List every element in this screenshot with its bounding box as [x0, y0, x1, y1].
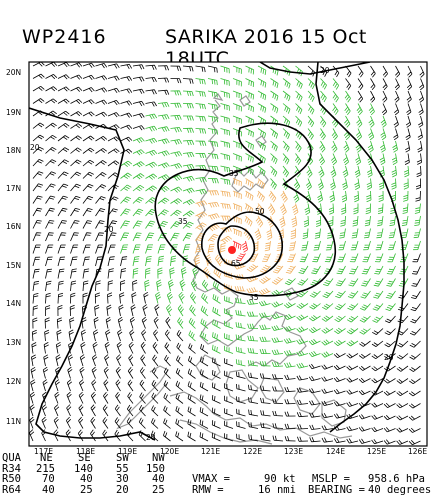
lon-label: 118E — [76, 447, 95, 455]
contour-label-20-west: 20 — [30, 143, 40, 152]
contour-label-20-north: 20 — [320, 66, 330, 75]
r64-se: 25 — [80, 483, 93, 496]
rmw-value: 16 nmi — [258, 483, 296, 496]
contour-label-50: 50 — [255, 207, 265, 216]
contour-label-20-mid: 20 — [104, 225, 114, 234]
wind-map: 20 20 20 35 35 35 50 65 20 20 20N 19N 18… — [6, 61, 428, 455]
table-row-r50: R50 70 40 30 40 VMAX = 90 kt MSLP = 958.6 hPa — [2, 473, 425, 485]
wind-barbs-64kt — [232, 240, 248, 262]
lat-label: 14N — [6, 299, 21, 308]
quadrant-ne: NE — [40, 452, 53, 464]
r64-nw: 25 — [152, 483, 165, 496]
contour-50 — [201, 211, 283, 279]
r34-se: 140 — [74, 462, 93, 475]
latitude-labels: 20N 19N 18N 17N 16N 15N 14N 13N 12N 11N — [6, 68, 21, 426]
r64-ne: 40 — [42, 483, 55, 496]
mslp-label: MSLP = — [312, 473, 350, 485]
vmax-label: VMAX = — [192, 473, 230, 485]
table-header-row: QUA NE SE SW NW — [2, 452, 165, 464]
contour-label-65: 65 — [231, 259, 241, 268]
r50-nw: 40 — [152, 473, 165, 485]
storm-id-title: WP2416 — [22, 26, 107, 48]
table-row-r34: R34 215 140 55 150 — [2, 462, 165, 475]
lon-label: 119E — [118, 447, 137, 455]
table-row-r64: R64 40 25 20 25 RMW = 16 nmi BEARING = 40 degree… — [2, 483, 431, 496]
bearing-value: 40 degrees — [368, 483, 432, 496]
row-label: R34 — [2, 462, 21, 475]
contour-label-35-north: 35 — [229, 169, 239, 178]
lon-label: 125E — [367, 447, 386, 455]
lon-label: 123E — [284, 447, 303, 455]
contour-label-35-west: 35 — [178, 217, 188, 226]
wind-barbs-50kt — [194, 178, 299, 295]
contour-20-north — [259, 62, 371, 75]
r64-sw: 20 — [116, 483, 129, 496]
r34-sw: 55 — [116, 462, 129, 475]
mslp-value: 958.6 hPa — [368, 473, 425, 485]
wind-barb-field — [29, 62, 425, 446]
lon-label: 122E — [243, 447, 262, 455]
contour-label-20-south: 20 — [146, 433, 156, 442]
wind-barbs-34kt — [120, 65, 421, 369]
quadrant-sw: SW — [116, 452, 129, 464]
lon-label: 124E — [326, 447, 345, 455]
row-label: R50 — [2, 473, 21, 485]
lat-label: 11N — [6, 417, 21, 426]
contour-label-35-south: 35 — [249, 293, 259, 302]
row-label: R64 — [2, 483, 21, 496]
contour-20-west — [29, 107, 156, 441]
lat-label: 19N — [6, 108, 21, 117]
lat-label: 17N — [6, 184, 21, 193]
quadrant-se: SE — [78, 452, 91, 464]
vmax-value: 90 kt — [264, 473, 296, 485]
contour-65 — [217, 225, 256, 267]
lat-label: 18N — [6, 146, 21, 155]
r34-nw: 150 — [146, 462, 165, 475]
quadrant-nw: NW — [152, 452, 165, 464]
map-frame — [28, 61, 428, 447]
contour-label-20-east: 20 — [384, 353, 394, 362]
table-header-label: QUA — [2, 452, 21, 464]
lat-label: 16N — [6, 222, 21, 231]
bearing-label: BEARING = — [308, 483, 365, 496]
r50-sw: 30 — [116, 473, 129, 485]
r34-ne: 215 — [36, 462, 55, 475]
storm-center-marker — [228, 246, 236, 254]
lat-label: 15N — [6, 261, 21, 270]
r50-se: 40 — [80, 473, 93, 485]
contour-labels: 20 20 20 35 35 35 50 65 20 20 — [30, 66, 394, 442]
wind-barbs-below-34kt — [29, 62, 425, 446]
longitude-labels: 117E 118E 119E 120E 121E 122E 123E 124E … — [34, 447, 427, 455]
lat-label: 13N — [6, 338, 21, 347]
contour-35 — [154, 122, 337, 297]
lon-label: 117E — [34, 447, 53, 455]
lat-label: 12N — [6, 377, 21, 386]
contour-20-east — [315, 62, 405, 433]
isotach-contours — [29, 62, 405, 441]
lat-label: 20N — [6, 68, 21, 77]
lon-label: 121E — [201, 447, 220, 455]
lon-label: 120E — [160, 447, 179, 455]
rmw-label: RMW = — [192, 483, 224, 496]
lon-label: 126E — [408, 447, 427, 455]
r50-ne: 70 — [42, 473, 55, 485]
